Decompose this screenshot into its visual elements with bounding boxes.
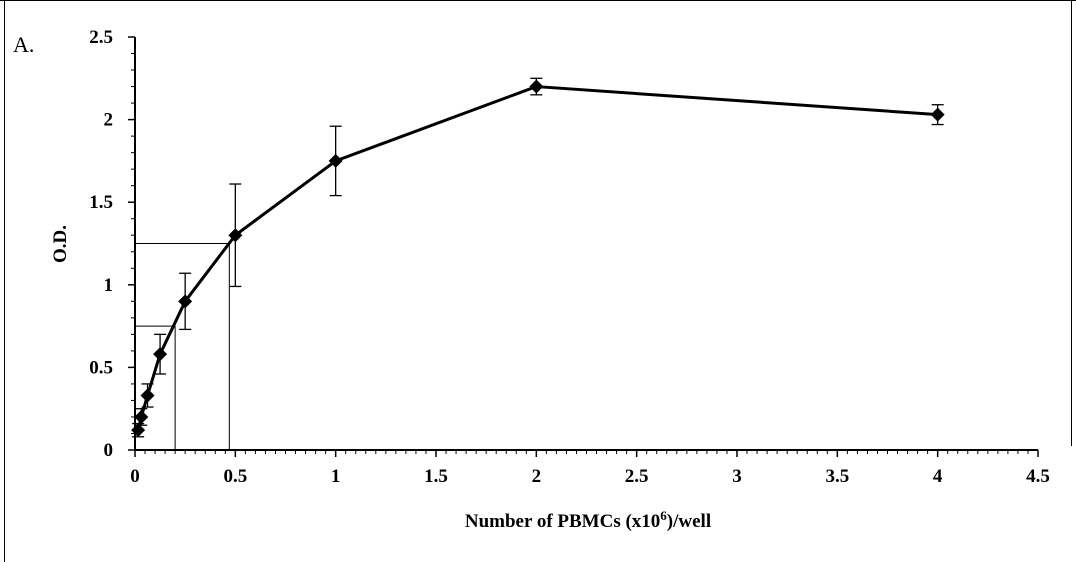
x-axis-title: Number of PBMCs (x106)/well <box>465 508 711 532</box>
y-tick-label: 1 <box>104 275 114 296</box>
x-tick-label: 1.5 <box>424 466 448 487</box>
y-tick-label: 2.5 <box>89 27 113 48</box>
x-tick-label: 3.5 <box>825 466 849 487</box>
y-tick-label: 0.5 <box>89 357 113 378</box>
data-point-marker <box>131 423 146 438</box>
y-axis-title: O.D. <box>50 225 71 263</box>
series-line <box>136 85 938 431</box>
data-point-marker <box>930 107 945 122</box>
x-tick-label: 0 <box>130 466 140 487</box>
data-point-marker <box>153 347 168 362</box>
data-series <box>131 77 945 438</box>
x-tick-label: 0.5 <box>223 466 247 487</box>
data-point-marker <box>178 294 193 309</box>
data-point-marker <box>328 153 343 168</box>
x-tick-label: 1 <box>331 466 341 487</box>
x-tick-label: 4 <box>933 466 943 487</box>
x-tick-label: 3 <box>732 466 742 487</box>
x-tick-label: 2.5 <box>625 466 649 487</box>
data-point-marker <box>140 388 155 403</box>
data-point-marker <box>529 79 544 94</box>
reference-lines <box>135 243 230 450</box>
y-tick-label: 1.5 <box>89 192 113 213</box>
data-point-marker <box>134 409 149 424</box>
panel-label: A. <box>13 32 34 57</box>
x-tick-label: 2 <box>532 466 542 487</box>
x-tick-label: 4.5 <box>1026 466 1050 487</box>
data-point-marker <box>228 228 243 243</box>
y-tick-label: 0 <box>104 440 114 461</box>
y-tick-label: 2 <box>104 110 114 131</box>
axes: 0 0.5 1 1.5 2 2.5 3 3.5 4 4.5 0 0.5 1 1.5 2 2.5 <box>89 27 1050 487</box>
